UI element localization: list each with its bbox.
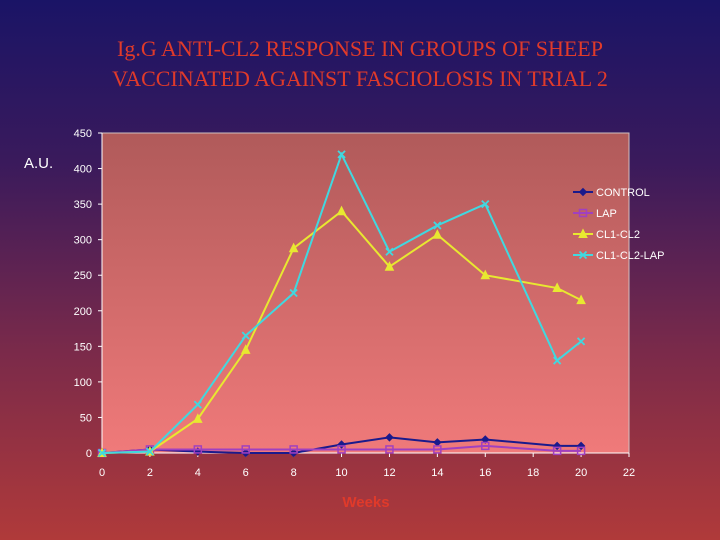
data-point-lap [433, 445, 442, 454]
x-tick-label: 16 [479, 467, 491, 479]
legend-label: CONTROL [596, 187, 650, 199]
title-line-1: Ig.G ANTI-CL2 RESPONSE IN GROUPS OF SHEE… [117, 36, 603, 61]
data-point-lap [241, 445, 250, 454]
legend-item-cl1-cl2: CL1-CL2 [573, 228, 640, 241]
series-cl1-cl2-lap [97, 150, 586, 458]
series-line-lap [101, 444, 582, 454]
data-point-cl1-cl2-lap [385, 247, 394, 256]
data-point-cl1-cl2 [384, 261, 395, 271]
x-tick-label: 14 [431, 467, 443, 479]
data-point-cl1-cl2-lap [481, 199, 490, 209]
x-tick-label: 4 [195, 467, 201, 479]
data-point-cl1-cl2-lap [145, 447, 155, 456]
series-cl1-cl2 [97, 205, 586, 457]
legend-marker [578, 250, 588, 260]
data-point-cl1-cl2 [480, 269, 491, 280]
data-point-lap [552, 446, 562, 456]
data-point-control [385, 433, 394, 442]
data-point-lap [385, 445, 394, 454]
y-tick-label: 400 [74, 164, 92, 176]
data-point-lap [289, 445, 298, 454]
y-tick-label: 150 [74, 341, 92, 353]
x-tick-label: 6 [243, 467, 249, 479]
data-point-cl1-cl2-lap [576, 337, 586, 346]
legend-item-lap: LAP [573, 208, 617, 220]
data-point-lap [193, 445, 203, 454]
y-axis-label: A.U. [24, 155, 53, 172]
x-tick-label: 10 [335, 467, 347, 479]
x-tick-group: 0 2 4 6 8 10 12 14 16 18 20 22 [99, 453, 635, 479]
legend-marker [578, 208, 588, 218]
data-point-lap [337, 445, 346, 454]
x-tick-label: 2 [147, 467, 153, 479]
y-tick-label: 100 [74, 377, 92, 389]
legend-item-cl1-cl2-lap: CL1-CL2-LAP [573, 250, 664, 262]
data-point-cl1-cl2-lap [289, 288, 298, 298]
legend-marker [578, 187, 588, 197]
slide-title: Ig.G ANTI-CL2 RESPONSE IN GROUPS OF SHEE… [0, 34, 720, 94]
series-group [97, 150, 586, 458]
data-point-cl1-cl2-lap [97, 448, 107, 458]
legend-item-control: CONTROL [573, 187, 650, 199]
legend: CONTROL LAP CL1-CL2 CL1-CL2-LAP [573, 187, 664, 262]
data-point-cl1-cl2 [240, 344, 251, 354]
data-point-lap [576, 446, 586, 456]
legend-label: LAP [596, 208, 617, 220]
data-point-cl1-cl2 [288, 242, 299, 253]
data-point-cl1-cl2-lap [433, 221, 442, 230]
legend-label: CL1-CL2-LAP [596, 250, 664, 262]
x-tick-label: 8 [291, 467, 297, 479]
x-tick-label: 18 [527, 467, 539, 479]
y-tick-label: 50 [80, 412, 92, 424]
data-point-lap [481, 441, 490, 451]
data-point-cl1-cl2-lap [241, 331, 250, 340]
x-tick-label: 22 [623, 467, 635, 479]
y-tick-label: 450 [74, 128, 92, 140]
legend-marker [578, 228, 588, 238]
data-point-cl1-cl2-lap [193, 400, 202, 409]
title-line-2: VACCINATED AGAINST FASCIOLOSIS IN TRIAL … [112, 66, 608, 91]
data-point-cl1-cl2 [432, 229, 443, 239]
data-point-cl1-cl2 [552, 282, 562, 293]
legend-label: CL1-CL2 [596, 229, 640, 241]
data-point-cl1-cl2 [193, 413, 203, 423]
x-axis-label: Weeks [342, 494, 389, 511]
y-tick-label: 250 [74, 270, 92, 282]
x-tick-label: 12 [383, 467, 395, 479]
data-point-cl1-cl2 [336, 205, 347, 216]
data-point-cl1-cl2-lap [552, 356, 562, 365]
plot-area [101, 132, 630, 454]
y-tick-label: 350 [74, 199, 92, 211]
data-point-cl1-cl2 [576, 294, 586, 305]
x-tick-label: 20 [575, 467, 587, 479]
y-tick-label: 300 [74, 235, 92, 247]
y-tick-group: 0 50 100 150 200 250 300 350 400 450 [74, 128, 102, 460]
x-tick-label: 0 [99, 467, 105, 479]
series-lap [97, 441, 586, 458]
y-tick-label: 200 [74, 306, 92, 318]
y-tick-label: 0 [86, 448, 92, 460]
data-point-cl1-cl2-lap [337, 150, 346, 159]
